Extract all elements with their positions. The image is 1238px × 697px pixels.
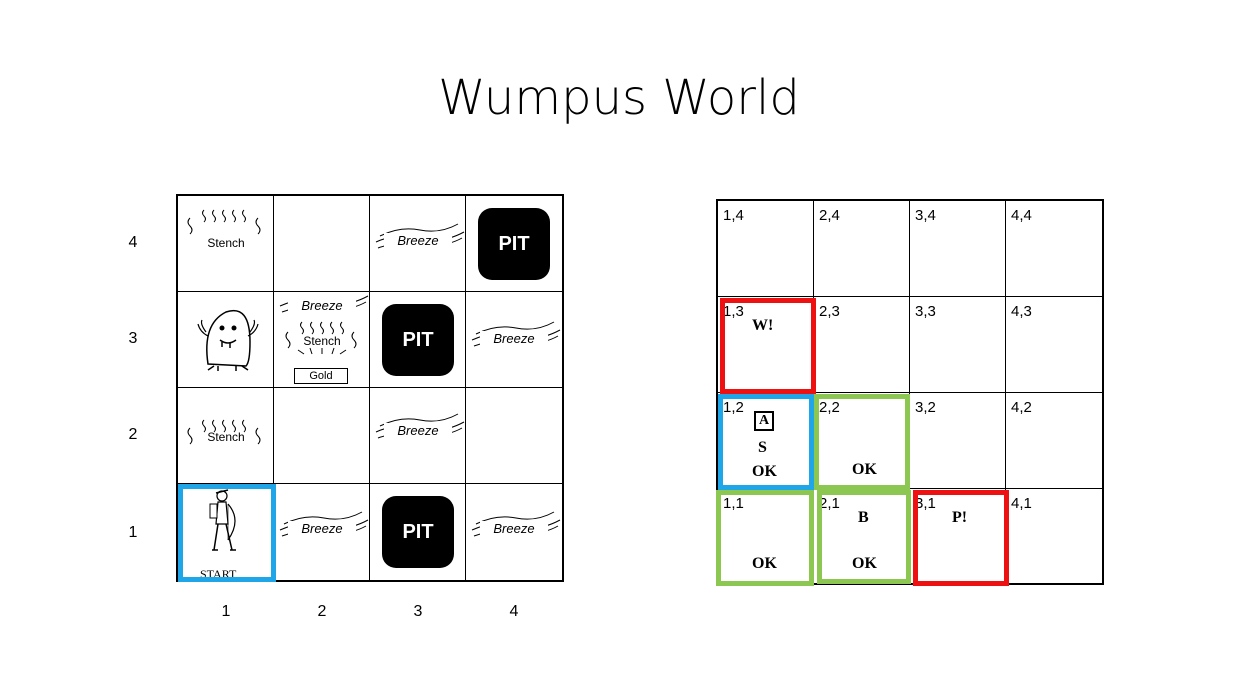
row-label-4: 4 (128, 234, 138, 251)
row-label-3: 3 (128, 330, 138, 347)
coord-label: 3,2 (915, 399, 936, 416)
kb-cell-3-4: 3,4 (910, 201, 1006, 297)
world-cell-1-4: Stench (178, 196, 274, 292)
breeze-label: Breeze (288, 521, 356, 536)
col-label-1: 1 (221, 603, 231, 620)
row-label-2: 2 (128, 426, 138, 443)
world-cell-4-2 (466, 388, 562, 484)
pit-4-4: PIT (478, 208, 550, 280)
coord-label: 1,3 (723, 303, 744, 320)
wumpus-world-grid: Stench Breeze PIT Breeze (176, 194, 564, 582)
kb-cell-3-3: 3,3 (910, 297, 1006, 393)
coord-label: 2,4 (819, 207, 840, 224)
coord-label: 4,2 (1011, 399, 1032, 416)
coord-label: 3,1 (915, 495, 936, 512)
page-title: Wumpus World (438, 70, 800, 126)
world-cell-2-1: Breeze (274, 484, 370, 580)
wumpus-highlight (720, 298, 816, 394)
pit-3-3: PIT (382, 304, 454, 376)
ok-highlight-1-1 (716, 490, 814, 586)
world-cell-2-2 (274, 388, 370, 484)
ok-mark: OK (852, 555, 877, 572)
knowledge-grid: 1,4 2,4 3,4 4,4 1,3 W! 2,3 3,3 4,3 1,2 A… (716, 199, 1104, 586)
stench-icon (187, 209, 261, 235)
stench-mark: S (758, 439, 767, 456)
kb-cell-4-3: 4,3 (1006, 297, 1102, 393)
world-cell-3-3: PIT (370, 292, 466, 388)
stench-label: Stench (207, 430, 245, 444)
kb-cell-4-1: 4,1 (1006, 489, 1102, 585)
wumpus-mark: W! (752, 317, 774, 334)
stench-label: Stench (303, 334, 341, 348)
world-cell-4-1: Breeze (466, 484, 562, 580)
coord-label: 2,2 (819, 399, 840, 416)
coord-label: 4,3 (1011, 303, 1032, 320)
ok-mark: OK (852, 461, 877, 478)
breeze-label: Breeze (288, 298, 356, 313)
wumpus-icon (197, 309, 259, 371)
ok-highlight-2-1 (817, 490, 911, 584)
world-cell-4-3: Breeze (466, 292, 562, 388)
world-cell-4-4: PIT (466, 196, 562, 292)
kb-cell-2-3: 2,3 (814, 297, 910, 393)
coord-label: 1,4 (723, 207, 744, 224)
start-highlight (178, 484, 276, 582)
stench-icon (187, 419, 261, 445)
agent-icon (209, 489, 236, 551)
world-cell-1-2: Stench (178, 388, 274, 484)
kb-cell-4-4: 4,4 (1006, 201, 1102, 297)
coord-label: 2,1 (819, 495, 840, 512)
coord-label: 3,3 (915, 303, 936, 320)
ok-mark: OK (752, 463, 777, 480)
breeze-label: Breeze (480, 331, 548, 346)
kb-cell-3-2: 3,2 (910, 393, 1006, 489)
pit-highlight (913, 490, 1009, 586)
pit-3-1: PIT (382, 496, 454, 568)
breeze-mark: B (858, 509, 869, 526)
ok-highlight-2-2 (814, 394, 910, 490)
world-cell-3-2: Breeze (370, 388, 466, 484)
coord-label: 2,3 (819, 303, 840, 320)
coord-label: 4,1 (1011, 495, 1032, 512)
col-label-4: 4 (509, 603, 519, 620)
breeze-label: Breeze (384, 233, 452, 248)
breeze-label: Breeze (480, 521, 548, 536)
kb-cell-1-4: 1,4 (718, 201, 814, 297)
agent-highlight (718, 394, 814, 490)
stench-icon (285, 321, 357, 355)
stench-label: Stench (207, 236, 245, 250)
world-cell-2-4 (274, 196, 370, 292)
breeze-label: Breeze (384, 423, 452, 438)
pit-mark: P! (952, 509, 968, 526)
world-cell-3-4: Breeze (370, 196, 466, 292)
coord-label: 3,4 (915, 207, 936, 224)
world-cell-1-3 (178, 292, 274, 388)
coord-label: 1,2 (723, 399, 744, 416)
world-cell-2-3: Breeze Stench Gold (274, 292, 370, 388)
row-label-1: 1 (128, 524, 138, 541)
col-label-2: 2 (317, 603, 327, 620)
kb-cell-2-4: 2,4 (814, 201, 910, 297)
world-cell-3-1: PIT (370, 484, 466, 580)
col-label-3: 3 (413, 603, 423, 620)
coord-label: 1,1 (723, 495, 744, 512)
agent-mark: A (754, 411, 774, 431)
gold-label: Gold (294, 368, 348, 384)
coord-label: 4,4 (1011, 207, 1032, 224)
ok-mark: OK (752, 555, 777, 572)
kb-cell-4-2: 4,2 (1006, 393, 1102, 489)
